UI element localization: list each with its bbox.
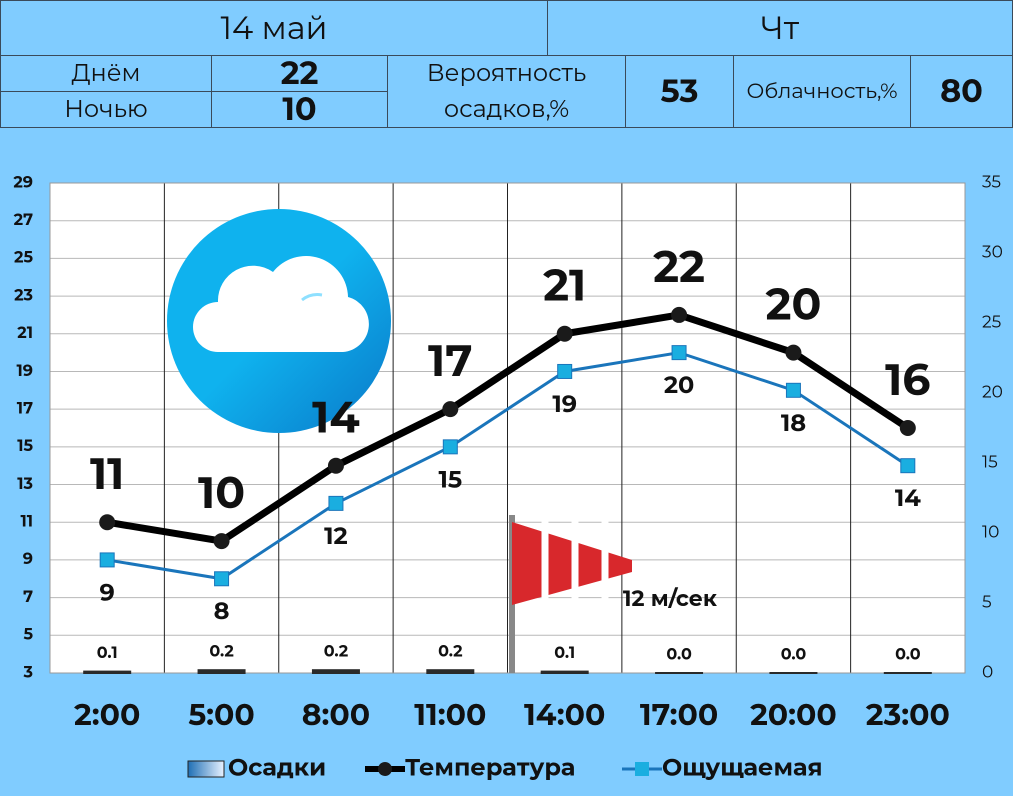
feels-marker	[785, 382, 801, 398]
precip-bar	[655, 672, 704, 674]
temp-label: 17	[428, 334, 473, 388]
feels-label: 20	[664, 371, 694, 400]
x-tick-label: 8:00	[302, 696, 370, 733]
feels-marker	[214, 571, 230, 587]
precip-bar	[426, 669, 475, 674]
precip-label: 0.0	[895, 645, 921, 664]
feels-label: 12	[324, 522, 348, 551]
day-label: Днём	[0, 55, 212, 92]
precip-label: 0.1	[554, 644, 575, 663]
cloud-label: Облачность,%	[733, 55, 911, 128]
precip-label: 0.2	[324, 642, 348, 661]
feels-label: 15	[438, 465, 462, 494]
y-tick-label: 5	[23, 626, 33, 645]
temp-label: 21	[543, 259, 586, 313]
precip-value: 53	[625, 55, 734, 128]
temp-label: 16	[885, 353, 930, 407]
x-tick-label: 5:00	[188, 696, 254, 733]
y2-tick-label: 5	[982, 592, 992, 612]
precip-bar	[883, 672, 932, 674]
x-tick-label: 2:00	[74, 696, 140, 733]
temp-marker	[556, 325, 573, 342]
precip-label: 0.0	[781, 645, 807, 664]
feels-label: 14	[895, 484, 921, 513]
legend-label: Осадки	[228, 753, 326, 782]
legend-swatch	[187, 760, 225, 778]
series-line	[106, 351, 909, 581]
temp-marker	[785, 344, 802, 361]
precip-bar	[540, 670, 589, 674]
x-tick-label: 14:00	[524, 696, 605, 733]
precip-bar	[769, 672, 818, 674]
x-tick-label: 17:00	[640, 696, 718, 733]
precip-bar	[197, 669, 246, 674]
y-tick-label: 19	[17, 362, 33, 381]
precip-label: 0.1	[97, 644, 118, 663]
y-tick-label: 29	[13, 173, 33, 192]
temp-marker	[213, 533, 230, 550]
night-value: 10	[211, 90, 388, 129]
feels-label: 8	[214, 597, 230, 626]
y2-tick-label: 15	[982, 452, 998, 472]
cloud-value: 80	[910, 55, 1013, 128]
temp-label: 20	[766, 277, 822, 331]
temp-marker	[671, 306, 688, 323]
precip-bar	[83, 670, 132, 674]
feels-label: 18	[781, 409, 806, 438]
feels-label: 19	[552, 390, 577, 419]
feels-marker	[328, 495, 344, 511]
legend-label: Ощущаемая	[662, 753, 823, 782]
y2-tick-label: 30	[982, 242, 1003, 262]
legend-marker	[378, 762, 392, 776]
y-tick-label: 17	[17, 399, 33, 418]
x-tick-label: 23:00	[866, 696, 950, 733]
y-tick-label: 9	[23, 550, 33, 569]
feels-marker	[671, 345, 687, 361]
feels-marker	[442, 439, 458, 455]
feels-label: 9	[100, 578, 115, 607]
temp-marker	[899, 420, 916, 436]
cloud	[193, 255, 369, 352]
temp-label: 11	[90, 447, 125, 501]
temp-marker	[99, 514, 116, 531]
plot-border	[49, 182, 966, 674]
temp-label: 22	[653, 240, 705, 294]
precip-bar	[311, 669, 360, 674]
y-tick-label: 15	[17, 437, 33, 456]
y-tick-label: 13	[17, 475, 33, 494]
y-tick-label: 11	[20, 513, 33, 532]
legend-marker	[635, 762, 649, 776]
y2-tick-label: 0	[982, 662, 993, 682]
temp-label: 10	[198, 466, 245, 520]
feels-marker	[99, 552, 115, 568]
y2-tick-label: 25	[982, 312, 1001, 332]
y-tick-label: 7	[23, 588, 33, 607]
precip-label: 0.2	[438, 642, 462, 661]
precip-label: 0.2	[209, 642, 233, 661]
x-tick-label: 20:00	[750, 696, 837, 733]
wind-label: 12 м/сек	[623, 585, 718, 612]
y-tick-label: 25	[14, 249, 33, 268]
temp-marker	[327, 457, 344, 474]
y2-tick-label: 20	[982, 382, 1003, 402]
y-tick-label: 21	[17, 324, 33, 343]
y-tick-label: 27	[14, 211, 33, 230]
temp-label: 14	[312, 391, 360, 445]
precip-label: Вероятность осадков,%	[387, 55, 626, 128]
y2-tick-label: 35	[982, 172, 1001, 192]
temp-marker	[442, 401, 459, 418]
series-line	[106, 311, 910, 545]
y2-tick-label: 10	[982, 522, 999, 542]
feels-marker	[900, 458, 916, 474]
cloud-arc	[301, 293, 323, 302]
x-tick-label: 11:00	[414, 696, 486, 733]
y-tick-label: 23	[14, 286, 33, 305]
feels-marker	[557, 363, 573, 379]
precip-label: 0.0	[666, 645, 692, 664]
legend-label: Температура	[405, 753, 575, 782]
y-tick-label: 3	[23, 663, 33, 682]
